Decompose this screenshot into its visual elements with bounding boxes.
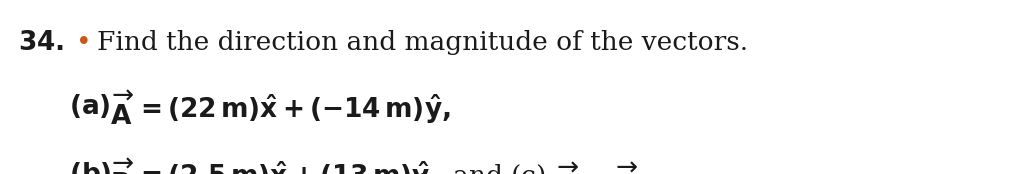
Text: •: • (76, 30, 92, 56)
Text: $\mathbf{= (2.5\,m)\hat{x} + (13\,m)\hat{y},}$ and (c): $\mathbf{= (2.5\,m)\hat{x} + (13\,m)\hat… (135, 160, 549, 174)
Text: $\overrightarrow{\mathbf{B}}$: $\overrightarrow{\mathbf{B}}$ (110, 160, 134, 174)
Text: Find the direction and magnitude of the vectors.: Find the direction and magnitude of the … (97, 30, 748, 55)
Text: $\overrightarrow{\mathbf{A}}$: $\overrightarrow{\mathbf{A}}$ (110, 92, 134, 131)
Text: $\mathbf{(b)}$: $\mathbf{(b)}$ (69, 160, 112, 174)
Text: $\mathbf{(a)}$: $\mathbf{(a)}$ (69, 92, 111, 120)
Text: $\mathbf{= (2.5\,m)\hat{x} + (13\,m)\hat{y},\ }$and (c) $\overrightarrow{\mathbf: $\mathbf{= (2.5\,m)\hat{x} + (13\,m)\hat… (135, 160, 642, 174)
Text: $\mathbf{= (22\,m)\hat{x} + (-14\,m)\hat{y},}$: $\mathbf{= (22\,m)\hat{x} + (-14\,m)\hat… (135, 92, 451, 125)
Text: $\mathbf{34.}$: $\mathbf{34.}$ (18, 30, 64, 55)
